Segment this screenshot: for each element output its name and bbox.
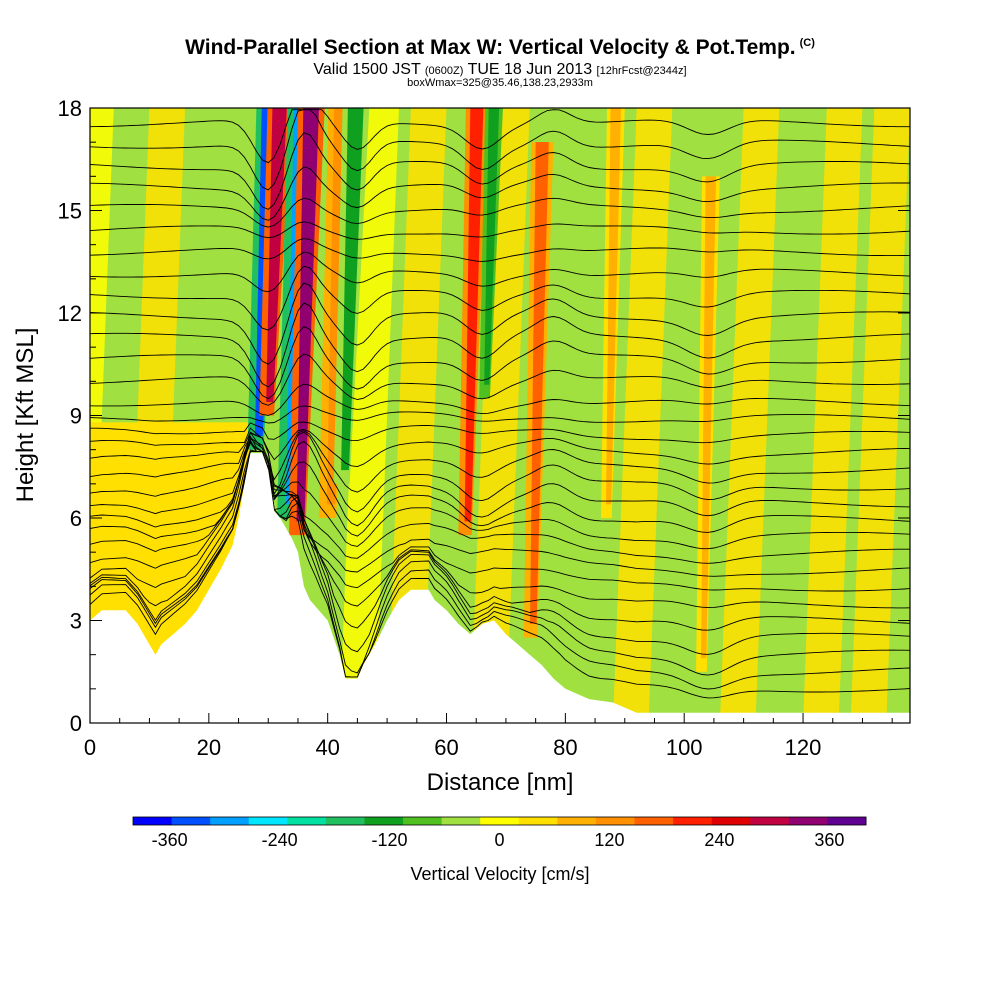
y-tick-label-12: 12 xyxy=(58,301,82,326)
terrain-mask xyxy=(90,453,910,723)
isentrope-53 xyxy=(90,251,910,293)
copyright-mark: (C) xyxy=(799,37,815,49)
x-tick-label-20: 20 xyxy=(197,735,221,760)
x-tick-label-120: 120 xyxy=(785,735,822,760)
field-band-soft-5 xyxy=(470,108,530,723)
isentrope-41 xyxy=(90,439,910,527)
x-tick-label-60: 60 xyxy=(434,735,458,760)
isentrope-44 xyxy=(90,427,910,468)
isentrope-38 xyxy=(90,436,910,564)
isentrope-32 xyxy=(90,450,910,676)
colorbar-swatch-5 xyxy=(287,817,327,825)
y-tick-label-9: 9 xyxy=(70,404,82,429)
colorbar-swatch-18 xyxy=(788,817,828,825)
colorbar-tick-120: 120 xyxy=(594,830,624,850)
isentrope-59 xyxy=(90,109,910,191)
colorbar: -360 -240 -120 0 120 240 360 xyxy=(132,816,867,850)
axes: 0 20 40 60 80 100 120 0 3 6 9 12 15 18 xyxy=(58,96,910,760)
colorbar-tick-360: 360 xyxy=(814,830,844,850)
colorbar-tick-240: 240 xyxy=(704,830,734,850)
isentrope-60 xyxy=(90,109,910,164)
isentrope-36 xyxy=(90,431,910,592)
isentrope-47 xyxy=(90,383,910,416)
colorbar-swatch-17 xyxy=(750,817,790,825)
field-band-soft-8 xyxy=(719,108,780,723)
field-band-soft-3 xyxy=(339,108,399,723)
chart-box-info: boxWmax=325@35.46,138.23,2933m xyxy=(407,77,593,89)
colorbar-swatch-11 xyxy=(518,817,558,825)
colorbar-swatch-19 xyxy=(827,817,867,825)
wave-band-core-11 xyxy=(701,176,717,659)
field-band-soft-7 xyxy=(612,108,673,723)
colorbar-swatch-15 xyxy=(673,817,713,825)
x-axis-label: Distance [nm] xyxy=(427,769,574,796)
isentrope-45 xyxy=(90,421,910,444)
isentrope-50 xyxy=(90,302,910,388)
y-tick-label-15: 15 xyxy=(58,199,82,224)
isentrope-35 xyxy=(90,437,910,609)
field-band-soft-10 xyxy=(850,108,910,723)
wave-band-core-9 xyxy=(530,142,549,624)
colorbar-swatch-10 xyxy=(480,817,520,825)
colorbar-swatch-1 xyxy=(133,817,173,825)
isentrope-54 xyxy=(90,238,910,262)
isentrope-46 xyxy=(90,405,910,424)
colorbar-swatch-8 xyxy=(403,817,443,825)
isentrope-43 xyxy=(90,430,910,493)
isentrope-40 xyxy=(90,441,910,537)
field-band-soft-6 xyxy=(541,108,602,723)
colorbar-swatch-14 xyxy=(634,817,674,825)
chart-title: Wind-Parallel Section at Max W: Vertical… xyxy=(185,36,815,59)
theta-contours xyxy=(90,109,910,699)
x-tick-label-40: 40 xyxy=(315,735,339,760)
isentrope-56 xyxy=(90,197,910,228)
y-tick-label-3: 3 xyxy=(70,609,82,634)
isentrope-39 xyxy=(90,441,910,550)
isentrope-33 xyxy=(90,450,910,655)
colorbar-swatch-4 xyxy=(248,817,288,825)
x-tick-label-80: 80 xyxy=(553,735,577,760)
colorbar-tick--120: -120 xyxy=(372,830,408,850)
y-tick-label-18: 18 xyxy=(58,96,82,121)
y-tick-label-6: 6 xyxy=(70,506,82,531)
colorbar-label: Vertical Velocity [cm/s] xyxy=(410,864,589,884)
wave-band-core-7 xyxy=(464,108,484,522)
x-tick-label-100: 100 xyxy=(666,735,703,760)
colorbar-tick-0: 0 xyxy=(494,830,504,850)
wave-band-core-10 xyxy=(606,108,621,505)
isentrope-49 xyxy=(90,325,910,400)
isentrope-42 xyxy=(90,431,910,513)
y-tick-label-0: 0 xyxy=(70,711,82,736)
terrain xyxy=(90,453,910,723)
colorbar-swatch-13 xyxy=(595,817,636,825)
x-tick-label-0: 0 xyxy=(84,735,96,760)
colorbar-swatch-3 xyxy=(210,817,250,825)
y-axis-label: Height [Kft MSL] xyxy=(12,328,39,503)
isentrope-57 xyxy=(90,166,910,221)
colorbar-swatch-12 xyxy=(557,817,597,825)
colorbar-swatch-6 xyxy=(325,817,365,825)
isentrope-48 xyxy=(90,353,910,406)
wave-band-core-8 xyxy=(484,108,500,385)
colorbar-frame xyxy=(132,816,867,826)
chart-subtitle: Valid 1500 JST (0600Z) TUE 18 Jun 2013 [… xyxy=(313,61,687,78)
colorbar-tick--240: -240 xyxy=(262,830,298,850)
wave-band-core-6 xyxy=(341,108,364,471)
colorbar-swatch-2 xyxy=(171,817,211,825)
isentrope-58 xyxy=(90,132,910,210)
colorbar-swatch-9 xyxy=(441,817,481,825)
wave-band-core-4 xyxy=(296,108,320,522)
isentrope-52 xyxy=(90,265,910,331)
isentrope-34 xyxy=(90,449,910,631)
isentrope-51 xyxy=(90,282,910,365)
isentrope-55 xyxy=(90,221,910,240)
colorbar-tick--360: -360 xyxy=(152,830,188,850)
colorbar-swatch-16 xyxy=(711,817,751,825)
colorbar-swatch-7 xyxy=(364,817,404,825)
